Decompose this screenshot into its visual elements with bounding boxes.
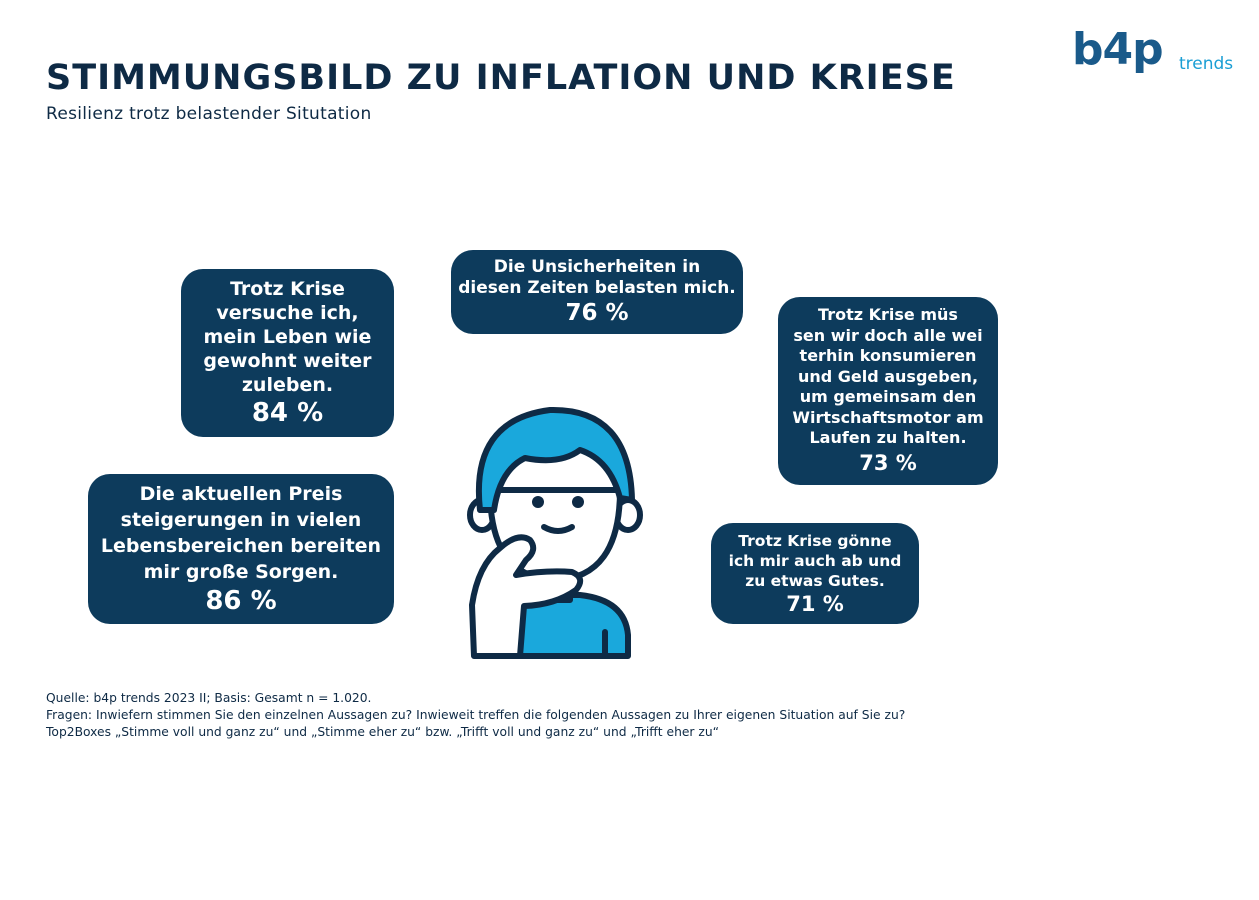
statement-bubble-continue-life: Trotz Krise versuche ich, mein Leben wie… [181,269,394,437]
statement-text: Trotz Krise gönne ich mir auch ab und zu… [728,531,902,590]
statement-text: Trotz Krise versuche ich, mein Leben wie… [203,278,372,396]
footer-note: Top2Boxes „Stimme voll und ganz zu“ und … [46,725,720,739]
page-subtitle: Resilienz trotz belastender Situtation [46,104,372,124]
statement-percent: 73 % [859,450,917,475]
footer-notes: Quelle: b4p trends 2023 II; Basis: Gesam… [46,690,905,741]
thinking-person-icon [467,406,643,659]
statement-bubble-uncertainty: Die Unsicherheiten in diesen Zeiten bela… [451,250,743,334]
statement-bubble-price-worries: Die aktuellen Preis steigerungen in viel… [88,474,394,624]
statement-text: Die aktuellen Preis steigerungen in viel… [100,483,382,583]
b4p-trends-logo: b4p trends [1072,28,1242,88]
page-title: STIMMUNGSBILD ZU INFLATION UND KRIESE [46,58,956,98]
statement-percent: 86 % [205,586,277,616]
statement-percent: 84 % [251,398,324,428]
statement-text: Trotz Krise müs sen wir doch alle wei te… [792,305,984,448]
footer-questions: Fragen: Inwiefern stimmen Sie den einzel… [46,708,906,722]
statement-bubble-consumption: Trotz Krise müs sen wir doch alle wei te… [778,297,998,485]
footer-source: Quelle: b4p trends 2023 II; Basis: Gesam… [46,691,372,705]
statement-percent: 71 % [786,591,844,616]
statement-percent: 76 % [565,300,629,326]
logo-main-text: b4p [1072,24,1164,75]
logo-sub-text: trends [1179,54,1234,74]
statement-bubble-treat-myself: Trotz Krise gönne ich mir auch ab und zu… [711,523,919,624]
statement-text: Die Unsicherheiten in diesen Zeiten bela… [458,257,736,298]
